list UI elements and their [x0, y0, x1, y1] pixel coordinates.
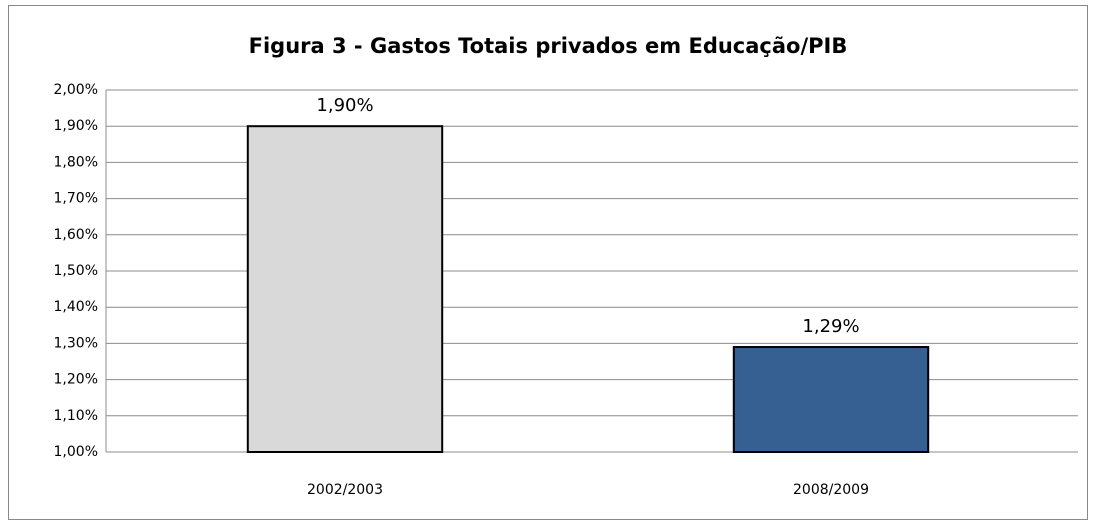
y-tick-label: 1,10%: [54, 408, 98, 424]
bar: [246, 125, 444, 453]
y-tick-label: 1,70%: [54, 191, 98, 207]
value-label: 1,90%: [316, 95, 373, 116]
y-tick-label: 1,00%: [54, 444, 98, 460]
chart-title: Figura 3 - Gastos Totais privados em Edu…: [249, 34, 848, 58]
y-tick-label: 1,80%: [54, 154, 98, 170]
x-tick-label: 2008/2009: [793, 482, 869, 498]
y-tick-label: 1,40%: [54, 299, 98, 315]
y-tick-label: 1,60%: [54, 227, 98, 243]
y-tick-label: 1,30%: [54, 335, 98, 351]
y-tick-label: 1,50%: [54, 263, 98, 279]
bar: [732, 346, 930, 453]
value-label: 1,29%: [802, 316, 859, 337]
y-tick-label: 1,90%: [54, 118, 98, 134]
x-tick-label: 2002/2003: [307, 482, 383, 498]
y-tick-label: 1,20%: [54, 372, 98, 388]
y-tick-label: 2,00%: [54, 82, 98, 98]
